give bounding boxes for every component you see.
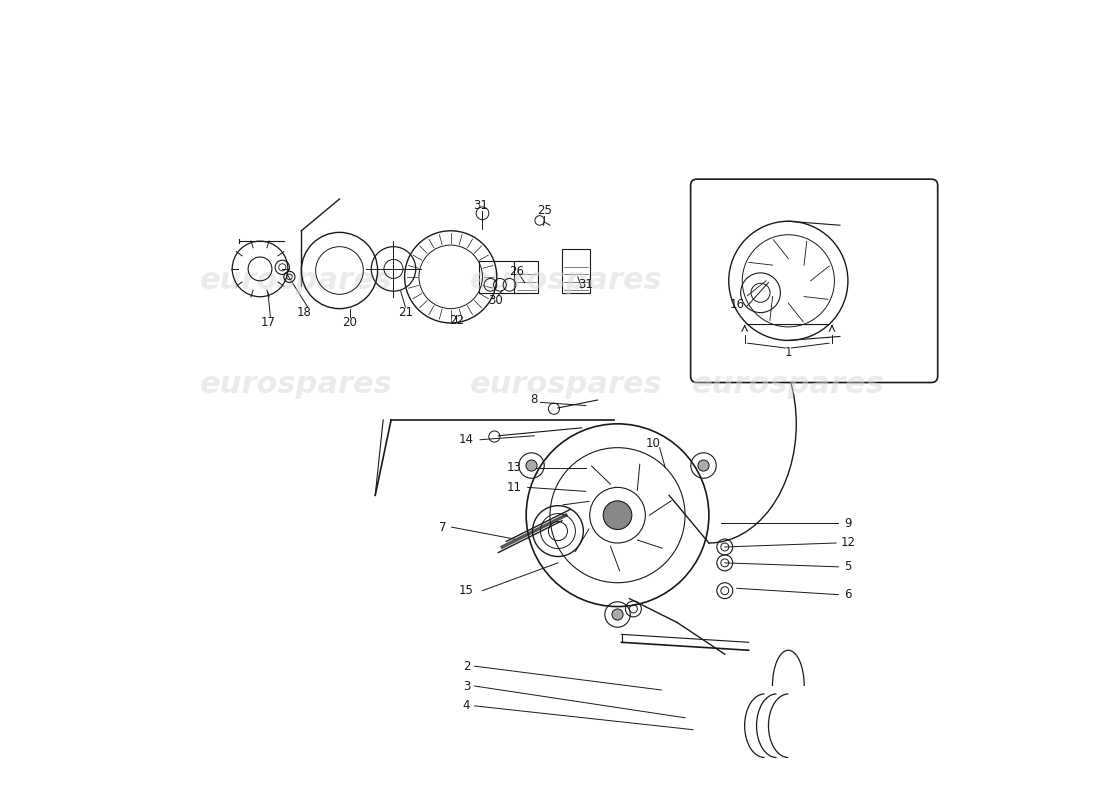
Text: 5: 5: [844, 560, 851, 574]
Text: 25: 25: [537, 205, 552, 218]
Text: 16: 16: [729, 298, 745, 311]
Text: 17: 17: [261, 316, 275, 329]
Text: 1: 1: [784, 346, 792, 359]
Text: 18: 18: [296, 306, 311, 319]
Text: 10: 10: [646, 437, 661, 450]
Text: 7: 7: [439, 521, 447, 534]
Text: eurospares: eurospares: [199, 370, 393, 398]
Text: 3: 3: [463, 679, 471, 693]
Text: 4: 4: [463, 699, 471, 712]
Text: 12: 12: [840, 537, 856, 550]
Text: 21: 21: [398, 306, 412, 319]
Text: 22: 22: [449, 314, 464, 327]
Bar: [515, 261, 538, 293]
Text: 15: 15: [459, 584, 474, 597]
FancyBboxPatch shape: [691, 179, 937, 382]
Text: 26: 26: [509, 265, 524, 278]
Bar: [562, 249, 590, 293]
Circle shape: [698, 460, 710, 471]
Text: 31: 31: [579, 278, 593, 291]
Text: 13: 13: [507, 461, 521, 474]
Text: 30: 30: [488, 294, 504, 307]
Text: 14: 14: [459, 434, 474, 446]
Text: 11: 11: [507, 481, 521, 494]
Text: 20: 20: [342, 317, 358, 330]
Text: eurospares: eurospares: [692, 370, 884, 398]
Text: eurospares: eurospares: [470, 266, 662, 295]
Circle shape: [603, 501, 631, 530]
Text: 8: 8: [530, 394, 538, 406]
Circle shape: [612, 609, 623, 620]
Text: 6: 6: [844, 588, 851, 601]
Text: eurospares: eurospares: [470, 370, 662, 398]
Text: 9: 9: [844, 517, 851, 530]
Text: eurospares: eurospares: [199, 266, 393, 295]
Text: 2: 2: [463, 660, 471, 673]
Text: 31: 31: [473, 199, 488, 212]
Circle shape: [526, 460, 537, 471]
Bar: [478, 261, 522, 293]
